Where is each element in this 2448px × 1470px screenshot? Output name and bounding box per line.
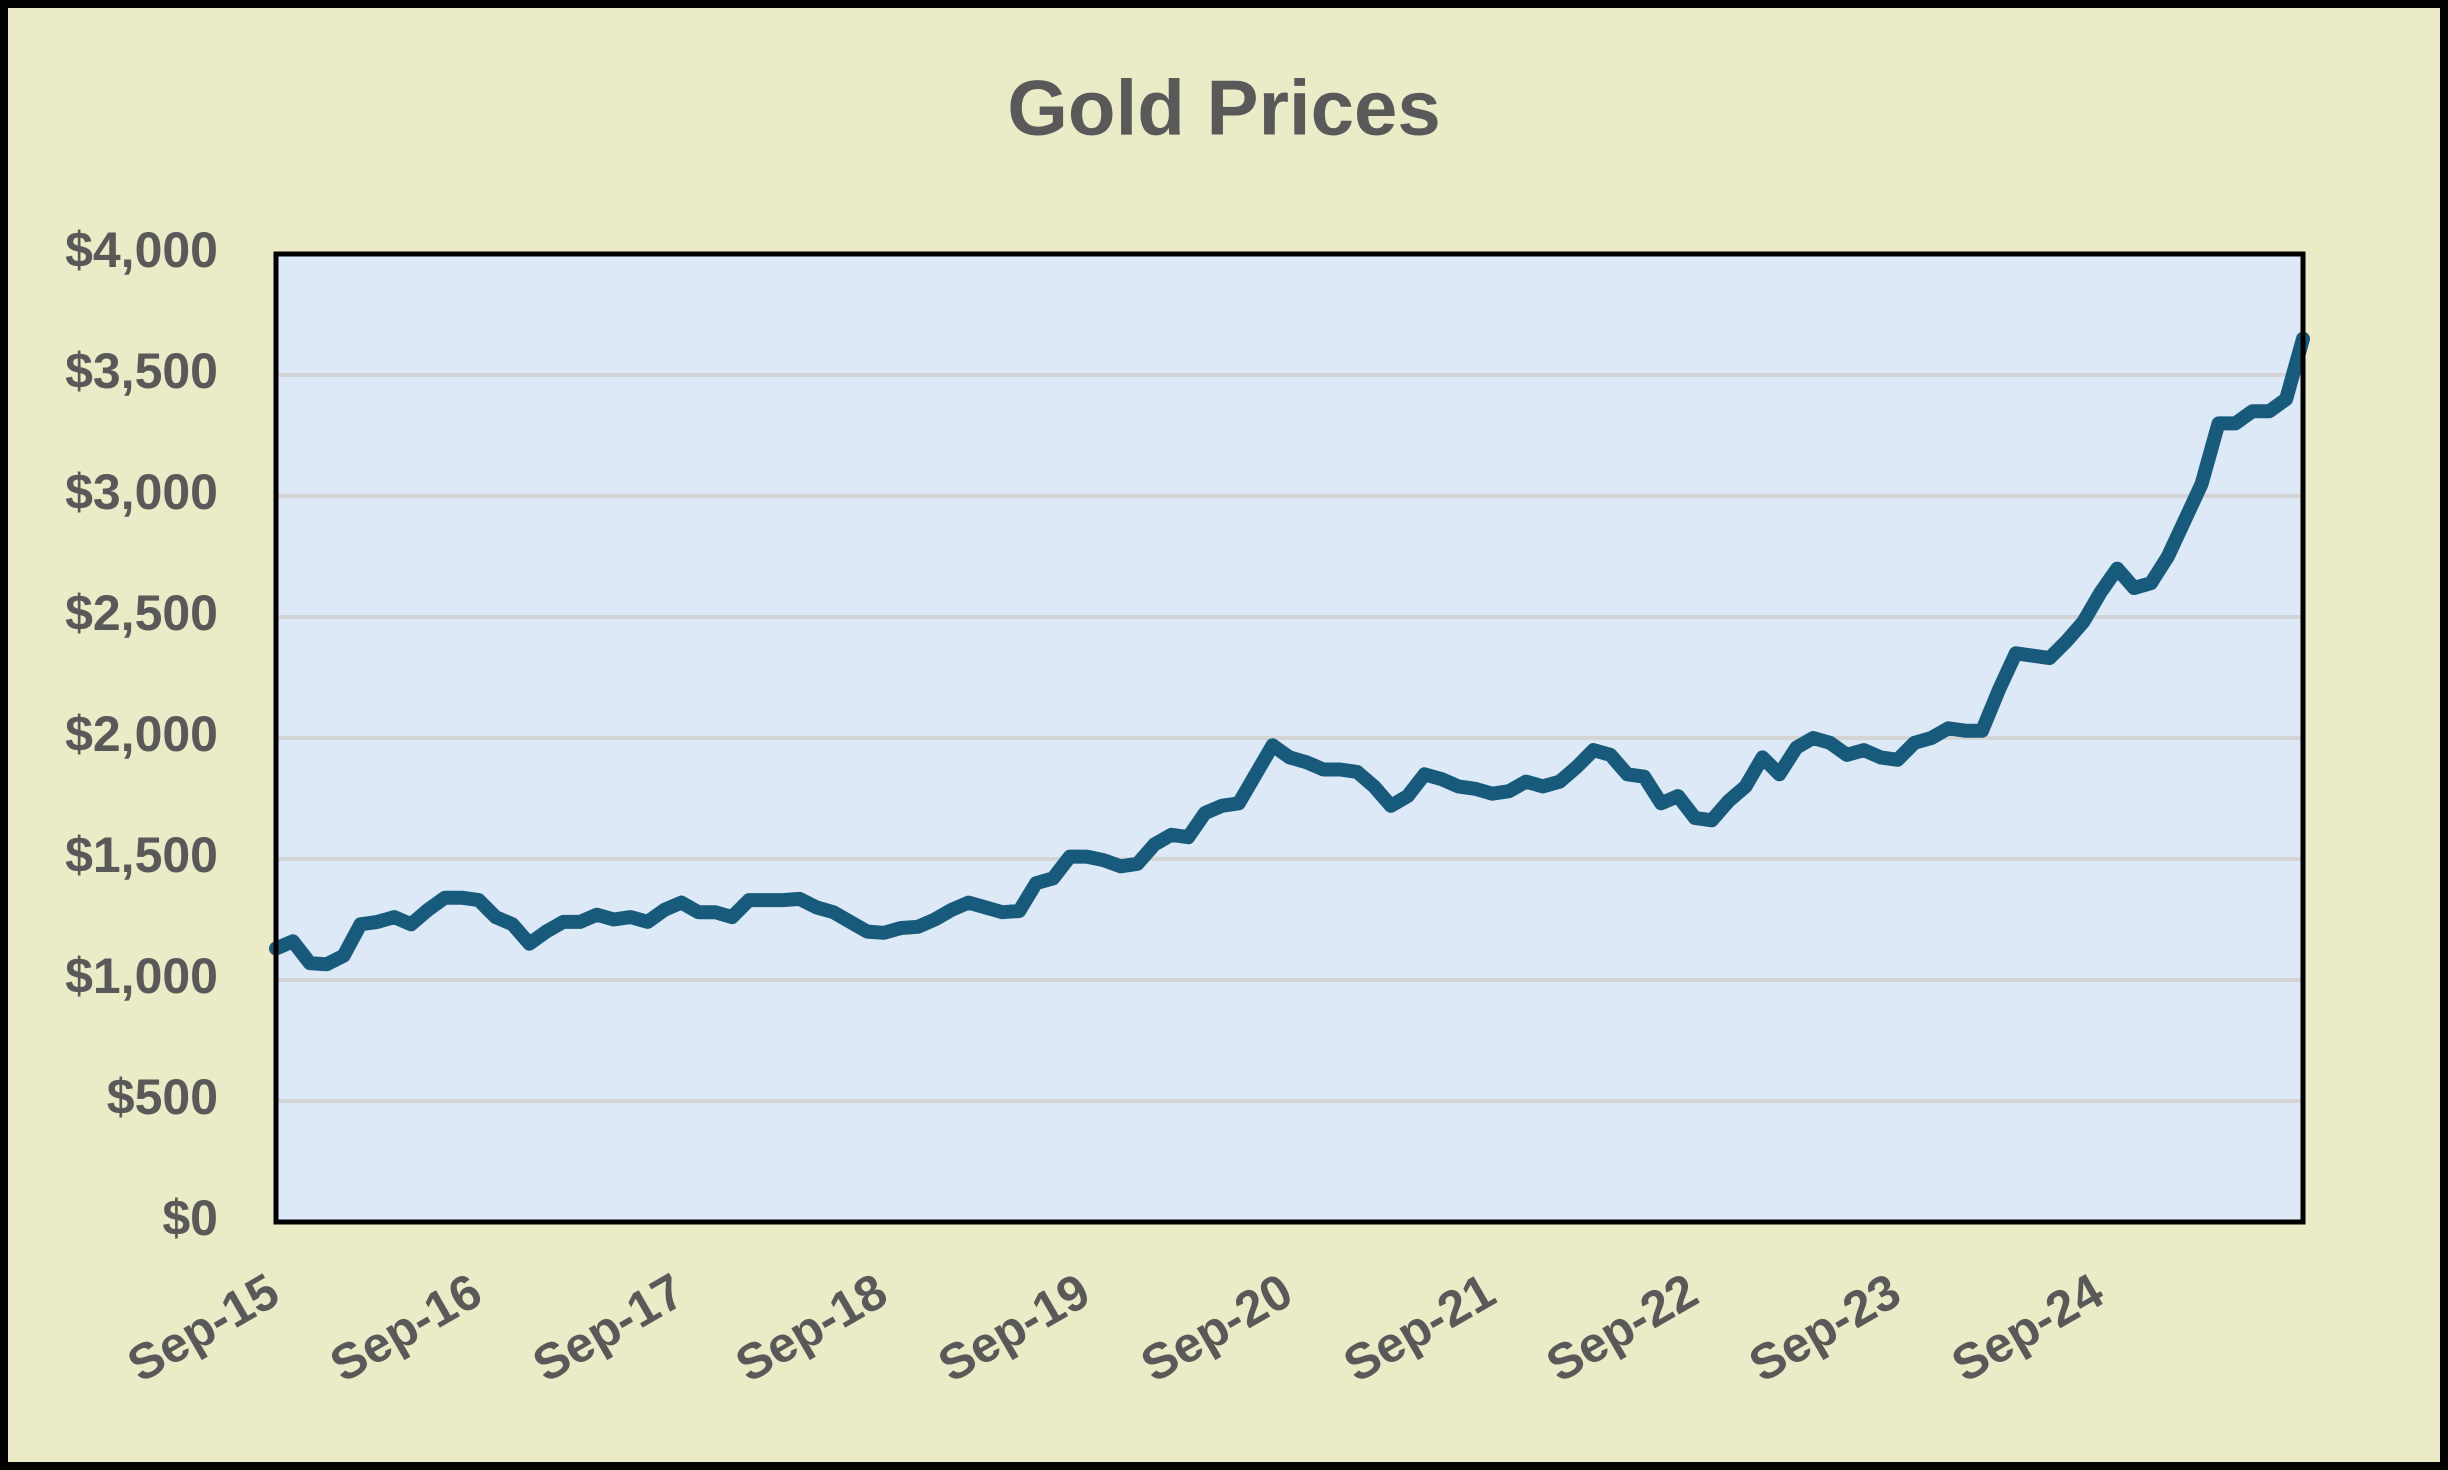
y-tick-label: $0 <box>162 1190 218 1246</box>
grid <box>276 252 2303 1224</box>
plot-border <box>273 251 2306 1225</box>
y-tick-label: $3,500 <box>65 343 218 399</box>
y-tick-label: $1,500 <box>65 827 218 883</box>
y-tick-label: $3,000 <box>65 464 218 520</box>
y-tick-label: $2,500 <box>65 585 218 641</box>
y-tick-label: $500 <box>107 1069 218 1125</box>
y-tick-label: $1,000 <box>65 948 218 1004</box>
series <box>269 331 2310 972</box>
chart-title: Gold Prices <box>1007 64 1441 152</box>
y-tick-label: $4,000 <box>65 222 218 278</box>
y-tick-label: $2,000 <box>65 706 218 762</box>
price-line <box>269 331 2310 972</box>
